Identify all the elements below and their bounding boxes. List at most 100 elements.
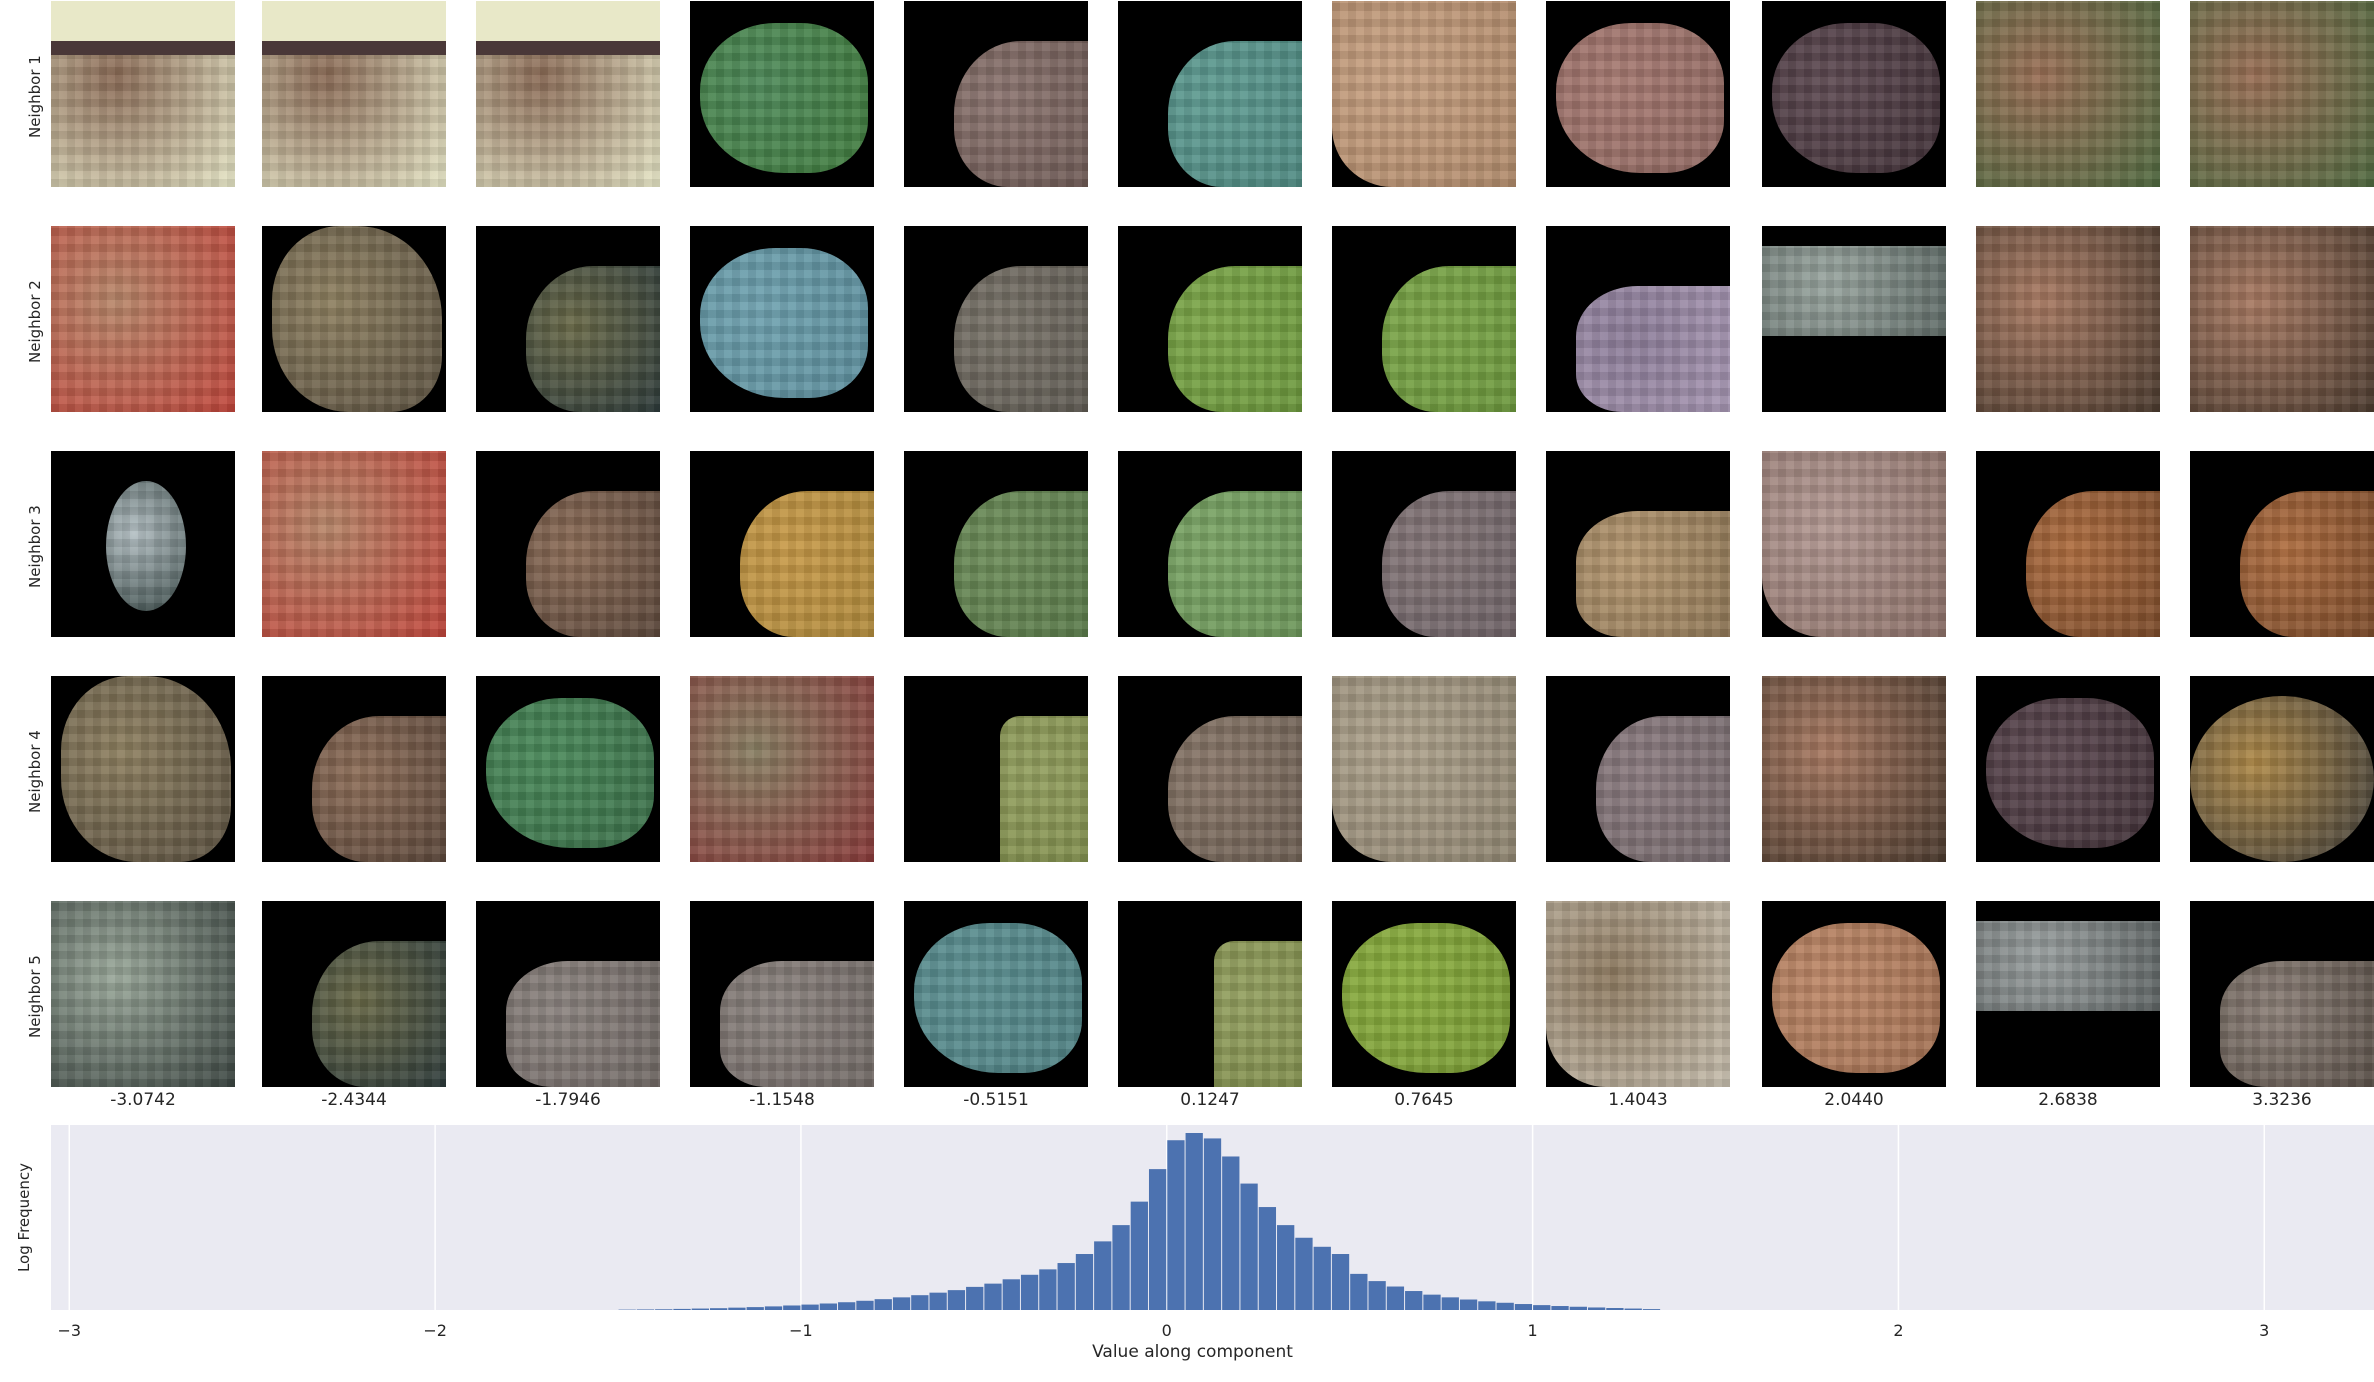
column-value-label: 2.0440 xyxy=(1824,1090,1884,1110)
histogram-bar xyxy=(1313,1246,1331,1310)
patch-texture xyxy=(51,901,235,1087)
histogram-bar xyxy=(1569,1306,1587,1310)
neighbor-patch xyxy=(1332,676,1516,862)
patch-texture xyxy=(2190,1,2374,187)
patch-texture xyxy=(954,266,1088,412)
histogram-bar xyxy=(746,1307,764,1310)
patch-texture xyxy=(51,226,235,412)
patch-texture xyxy=(262,451,446,637)
patch-texture xyxy=(740,491,874,637)
patch-texture xyxy=(1168,491,1302,637)
histogram-bar xyxy=(1514,1304,1533,1310)
patch-highlight-band xyxy=(51,1,235,55)
histogram-bar xyxy=(1203,1138,1222,1310)
neighbor-patch xyxy=(690,226,874,412)
x-tick-label: −3 xyxy=(57,1321,81,1340)
neighbor-patch xyxy=(262,226,446,412)
column-value-label: 3.3236 xyxy=(2252,1090,2312,1110)
patch-texture xyxy=(1168,716,1302,862)
neighbor-patch xyxy=(690,676,874,862)
neighbor-patch xyxy=(1976,226,2160,412)
histogram-bar xyxy=(1039,1269,1057,1310)
neighbor-patch xyxy=(1762,901,1946,1087)
patch-texture xyxy=(1556,23,1724,173)
patch-texture xyxy=(1546,901,1730,1087)
patch-texture xyxy=(1576,286,1730,412)
histogram-bar xyxy=(838,1302,856,1310)
patch-highlight-band xyxy=(476,1,660,55)
patch-texture xyxy=(2240,491,2374,637)
patch-texture xyxy=(1168,266,1302,412)
histogram-bar xyxy=(1167,1140,1185,1310)
x-tick-label: 2 xyxy=(1893,1321,1903,1340)
neighbor-patch xyxy=(904,226,1088,412)
histogram-bar xyxy=(1331,1254,1350,1310)
x-tick-label: 3 xyxy=(2259,1321,2269,1340)
histogram-bar xyxy=(709,1308,728,1310)
neighbor-patch xyxy=(904,676,1088,862)
patch-texture xyxy=(1976,226,2160,412)
neighbor-patch xyxy=(476,451,660,637)
patch-texture xyxy=(700,248,868,398)
histogram-bar xyxy=(764,1306,783,1310)
neighbor-patch xyxy=(51,451,235,637)
patch-texture xyxy=(1576,511,1730,637)
patch-texture xyxy=(312,941,446,1087)
patch-texture xyxy=(954,491,1088,637)
y-axis-label: Log Frequency xyxy=(15,1163,33,1272)
patch-texture xyxy=(700,23,868,173)
neighbor-patch xyxy=(2190,226,2374,412)
neighbor-patch xyxy=(1332,226,1516,412)
histogram-bar xyxy=(801,1304,819,1310)
x-axis-label: Value along component xyxy=(1092,1342,1293,1362)
histogram-bar xyxy=(1002,1279,1020,1310)
neighbor-patch xyxy=(51,226,235,412)
histogram-bar xyxy=(1624,1308,1642,1310)
patch-texture xyxy=(954,41,1088,187)
histogram-panel: −3 −2 −1 0 1 2 3 Value along component Log Frequ… xyxy=(0,1120,2374,1382)
column-value-label: -1.1548 xyxy=(749,1090,815,1110)
patch-texture xyxy=(312,716,446,862)
neighbor-patch xyxy=(2190,451,2374,637)
neighbor-patch xyxy=(1762,1,1946,187)
neighbor-patch xyxy=(51,901,235,1087)
neighbor-patch xyxy=(1762,226,1946,412)
patch-texture xyxy=(272,226,442,412)
patch-texture xyxy=(690,676,874,862)
histogram-svg: −3 −2 −1 0 1 2 3 Value along component Log Frequ… xyxy=(15,1125,2374,1362)
patch-texture xyxy=(526,266,660,412)
histogram-bar xyxy=(1606,1308,1624,1310)
neighbor-patch xyxy=(1546,1,1730,187)
patch-texture xyxy=(1986,698,2154,848)
histogram-bar xyxy=(1368,1281,1386,1310)
neighbor-patch xyxy=(904,1,1088,187)
row-label: Neighbor 2 xyxy=(26,280,44,363)
patch-texture xyxy=(526,491,660,637)
x-tick-label: −2 xyxy=(423,1321,447,1340)
neighbor-patch xyxy=(476,901,660,1087)
neighbor-patch xyxy=(904,451,1088,637)
histogram-bar xyxy=(911,1295,929,1310)
neighbor-patch xyxy=(476,1,660,187)
patch-texture xyxy=(1168,41,1302,187)
x-tick-label: 0 xyxy=(1162,1321,1172,1340)
patch-highlight-band xyxy=(262,1,446,55)
neighbor-patch xyxy=(904,901,1088,1087)
histogram-bar xyxy=(1642,1309,1661,1310)
histogram-bar xyxy=(1441,1297,1459,1310)
neighbor-patch xyxy=(1118,901,1302,1087)
histogram-bar xyxy=(636,1309,655,1310)
patch-texture xyxy=(2190,696,2374,862)
row-label: Neighbor 4 xyxy=(26,730,44,813)
histogram-bar xyxy=(929,1292,947,1310)
histogram-bar xyxy=(1496,1302,1514,1310)
neighbor-patch xyxy=(1976,1,2160,187)
x-tick-label: −1 xyxy=(789,1321,813,1340)
histogram-bar xyxy=(1112,1225,1130,1310)
histogram-bar xyxy=(984,1283,1002,1310)
histogram-bar xyxy=(1459,1299,1478,1310)
patch-texture xyxy=(914,923,1082,1073)
patch-texture xyxy=(1382,491,1516,637)
patch-texture xyxy=(1772,923,1940,1073)
neighbor-patch xyxy=(1976,901,2160,1087)
